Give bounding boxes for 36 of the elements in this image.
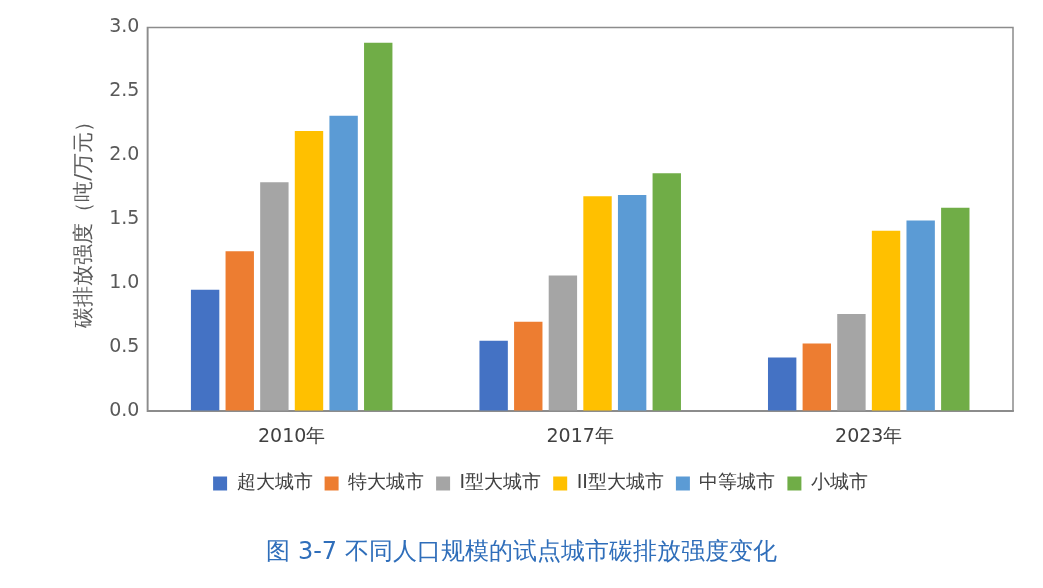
bar [583, 196, 612, 412]
x-tick-label: 2017年 [546, 423, 614, 446]
legend-label: I型大城市 [459, 470, 542, 493]
legend-label: 超大城市 [236, 470, 313, 493]
bar [190, 289, 220, 412]
y-tick-label: 3.0 [109, 14, 140, 37]
bar [225, 251, 254, 412]
y-tick-label: 1.5 [109, 206, 140, 229]
bar [941, 207, 970, 412]
bar [294, 131, 324, 412]
y-tick-label: 0.0 [109, 398, 140, 421]
y-tick-label: 1.0 [109, 270, 140, 293]
legend-label: II型大城市 [576, 470, 664, 493]
bar [617, 194, 647, 412]
legend-label: 特大城市 [348, 470, 425, 493]
bar [767, 357, 797, 412]
bar [802, 343, 831, 412]
x-tick-label: 2010年 [258, 423, 326, 446]
bar [329, 115, 358, 412]
bar [479, 340, 508, 412]
legend-label: 小城市 [810, 470, 868, 493]
y-tick-label: 2.0 [109, 142, 140, 165]
y-tick-label: 2.5 [109, 78, 140, 101]
text: 图 3-7 不同人口规模的试点城市碳排放强度变化 [265, 536, 778, 567]
y-tick-label: 0.5 [109, 334, 140, 357]
bar [652, 173, 681, 412]
y-axis-title: 碳排放强度（吨/万元） [71, 110, 96, 329]
bar [260, 182, 289, 412]
legend-label: 中等城市 [699, 470, 776, 493]
x-tick-label: 2023年 [835, 423, 903, 446]
bar [837, 313, 866, 412]
bar [906, 220, 935, 412]
bar [548, 275, 578, 412]
bar [871, 230, 901, 412]
bar [514, 321, 543, 412]
bar [364, 42, 393, 412]
